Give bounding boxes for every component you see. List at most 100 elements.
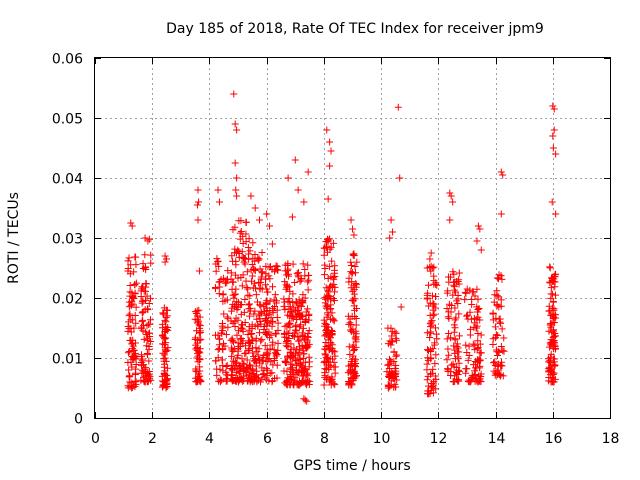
data-point xyxy=(125,325,133,333)
data-point xyxy=(161,258,169,266)
data-point xyxy=(256,265,264,273)
data-point xyxy=(230,364,238,372)
data-point xyxy=(285,283,293,291)
data-point xyxy=(497,168,505,176)
data-point xyxy=(160,351,168,359)
data-point xyxy=(263,285,271,293)
data-point xyxy=(268,240,276,248)
data-point xyxy=(131,289,139,297)
data-point xyxy=(424,372,432,380)
data-point xyxy=(429,312,437,320)
data-point xyxy=(288,360,296,368)
data-point xyxy=(463,311,471,319)
data-point xyxy=(238,340,246,348)
data-point xyxy=(456,332,464,340)
data-point xyxy=(231,223,239,231)
data-point xyxy=(219,367,227,375)
data-point xyxy=(145,371,153,379)
data-point xyxy=(325,288,333,296)
data-point xyxy=(139,297,147,305)
data-point xyxy=(462,365,470,373)
y-tick-label: 0.04 xyxy=(52,172,83,188)
data-point xyxy=(265,263,273,271)
data-point xyxy=(138,309,146,317)
data-point xyxy=(391,383,399,391)
data-point xyxy=(386,368,394,376)
data-point xyxy=(128,363,136,371)
axis-ticks: 0 2 4 6 8 10 12 14 16 18 0 0.01 0.02 0.03 0.04 0.05 0.06 xyxy=(52,52,620,448)
data-point xyxy=(461,296,469,304)
data-point xyxy=(393,336,401,344)
data-point xyxy=(227,269,235,277)
data-point xyxy=(491,323,499,331)
data-point xyxy=(432,293,440,301)
data-point xyxy=(348,270,356,278)
data-point xyxy=(450,342,458,350)
data-point xyxy=(264,318,272,326)
data-point xyxy=(386,357,394,365)
data-point xyxy=(320,251,328,259)
data-point xyxy=(390,348,398,356)
data-point xyxy=(551,355,559,363)
data-point xyxy=(465,342,473,350)
data-point xyxy=(550,275,558,283)
data-point xyxy=(476,340,484,348)
data-point xyxy=(495,303,503,311)
data-point xyxy=(233,126,241,134)
data-point xyxy=(280,367,288,375)
data-point xyxy=(393,376,401,384)
data-point xyxy=(130,268,138,276)
data-point xyxy=(551,311,559,319)
data-point xyxy=(262,376,270,384)
x-tick-label: 12 xyxy=(430,431,448,447)
data-point xyxy=(430,379,438,387)
data-point xyxy=(463,285,471,293)
data-point xyxy=(331,262,339,270)
data-point xyxy=(492,331,500,339)
data-point xyxy=(131,369,139,377)
data-point xyxy=(270,375,278,383)
data-point xyxy=(159,320,167,328)
data-point xyxy=(446,189,454,197)
data-point xyxy=(290,370,298,378)
data-point xyxy=(194,186,202,194)
data-point xyxy=(492,314,500,322)
data-point xyxy=(215,335,223,343)
data-point xyxy=(443,335,451,343)
data-point xyxy=(493,274,501,282)
data-point xyxy=(450,283,458,291)
data-point xyxy=(293,269,301,277)
data-point xyxy=(229,348,237,356)
data-point xyxy=(214,186,222,194)
data-point xyxy=(284,267,292,275)
data-point xyxy=(304,286,312,294)
data-point xyxy=(223,313,231,321)
data-point xyxy=(268,322,276,330)
data-point xyxy=(264,350,272,358)
data-point xyxy=(349,225,356,233)
data-point xyxy=(140,377,148,385)
data-point xyxy=(259,370,267,378)
chart-title: Day 185 of 2018, Rate Of TEC Index for r… xyxy=(166,21,544,37)
data-point xyxy=(389,328,397,336)
data-point xyxy=(353,304,361,312)
data-point xyxy=(471,370,479,378)
data-point xyxy=(297,321,305,329)
data-point xyxy=(252,354,260,362)
data-point xyxy=(223,279,231,287)
data-point xyxy=(432,385,440,393)
y-axis-label: ROTI / TECUs xyxy=(6,192,22,284)
data-point xyxy=(325,323,333,331)
data-point xyxy=(445,329,453,337)
data-point xyxy=(301,342,309,350)
data-point xyxy=(445,308,453,316)
data-point xyxy=(262,314,270,322)
data-point xyxy=(305,327,313,335)
data-point xyxy=(447,192,455,200)
data-point xyxy=(161,316,169,324)
data-point xyxy=(328,327,336,335)
data-point xyxy=(286,303,294,311)
data-point xyxy=(547,378,555,386)
data-point xyxy=(299,260,307,268)
data-point xyxy=(236,229,244,237)
